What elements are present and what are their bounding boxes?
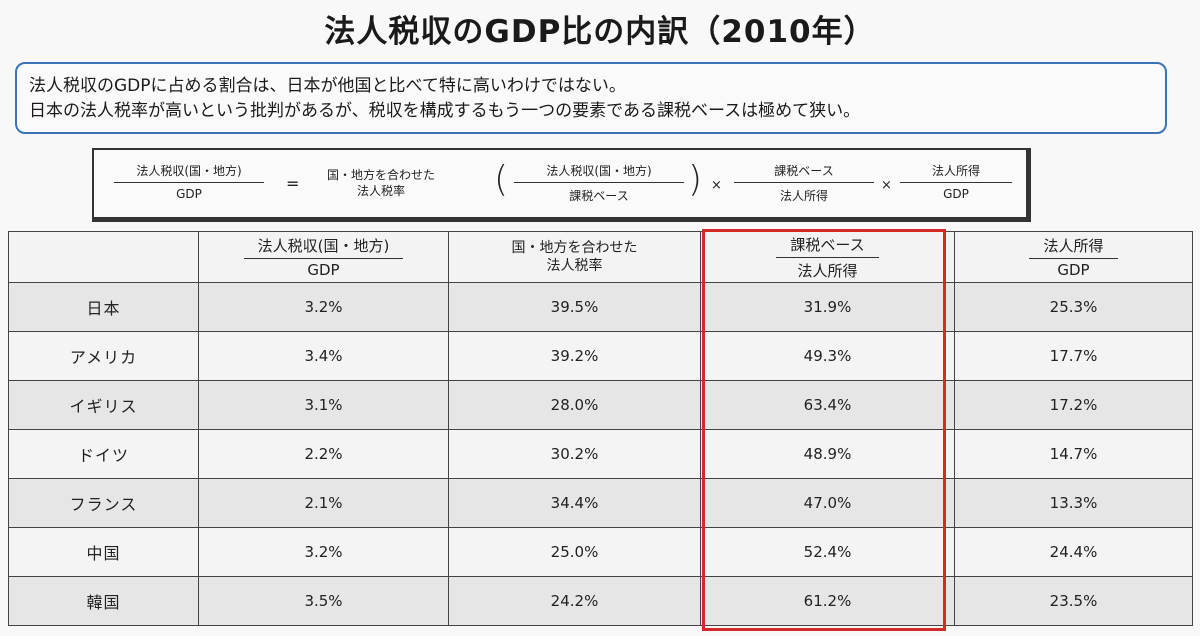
formula-f2-numerator: 課税ベース: [734, 162, 874, 183]
formula-rate-label: 国・地方を合わせた 法人税率: [316, 167, 446, 199]
formula-times-2: ×: [881, 178, 892, 193]
summary-box: 法人税収のGDPに占める割合は、日本が他国と比べて特に高いわけではない。 日本の…: [15, 62, 1167, 134]
header-3-denominator: 法人所得: [797, 261, 858, 280]
formula-rate-line-1: 国・地方を合わせた: [326, 168, 435, 182]
formula-rate-line-2: 法人税率: [356, 184, 405, 198]
tax-base-cell: 52.4%: [700, 527, 955, 577]
tax-rate-cell: 25.0%: [448, 527, 701, 577]
tax-base-cell: 31.9%: [700, 282, 955, 332]
formula-f2-denominator: 法人所得: [779, 189, 828, 203]
formula-paren-open: (: [494, 159, 509, 200]
tax-base-cell: 61.2%: [700, 576, 955, 626]
breakdown-table: 法人税収(国・地方) GDP 国・地方を合わせた 法人税率 課税ベース 法人所得…: [8, 231, 1193, 626]
formula-paren-close: ): [688, 159, 703, 200]
page-title: 法人税収のGDP比の内訳（2010年）: [324, 14, 876, 50]
table-row: 中国 3.2% 25.0% 52.4% 24.4%: [8, 527, 1193, 577]
header-2-line-1: 国・地方を合わせた: [511, 240, 638, 256]
table-header-row: 法人税収(国・地方) GDP 国・地方を合わせた 法人税率 課税ベース 法人所得…: [8, 231, 1193, 283]
tax-rate-cell: 30.2%: [448, 429, 701, 479]
income-gdp-cell: 25.3%: [954, 282, 1193, 332]
summary-line-1: 法人税収のGDPに占める割合は、日本が他国と比べて特に高いわけではない。: [29, 76, 626, 96]
formula-f1-numerator: 法人税収(国・地方): [514, 162, 684, 183]
header-corporate-income-gdp: 法人所得 GDP: [954, 231, 1193, 283]
tax-base-cell: 49.3%: [700, 331, 955, 381]
income-gdp-cell: 14.7%: [954, 429, 1193, 479]
country-cell: 韓国: [8, 576, 199, 626]
tax-revenue-gdp-cell: 3.1%: [198, 380, 449, 430]
table-row: ドイツ 2.2% 30.2% 48.9% 14.7%: [8, 429, 1193, 479]
country-cell: 日本: [8, 282, 199, 332]
summary-line-2: 日本の法人税率が高いという批判があるが、税収を構成するもう一つの要素である課税ベ…: [29, 101, 861, 121]
table-row: 日本 3.2% 39.5% 31.9% 25.3%: [8, 282, 1193, 332]
tax-revenue-gdp-cell: 3.4%: [198, 331, 449, 381]
tax-base-cell: 48.9%: [700, 429, 955, 479]
formula-lhs-fraction: 法人税収(国・地方) GDP: [114, 162, 264, 201]
tax-rate-cell: 28.0%: [448, 380, 701, 430]
table-row: 韓国 3.5% 24.2% 61.2% 23.5%: [8, 576, 1193, 626]
formula-lhs-numerator: 法人税収(国・地方): [114, 162, 264, 183]
header-4-numerator: 法人所得: [1029, 235, 1118, 259]
formula-f3-denominator: GDP: [943, 187, 969, 201]
header-country-cell: [8, 231, 199, 283]
formula-f1-denominator: 課税ベース: [569, 189, 629, 203]
tax-revenue-gdp-cell: 3.2%: [198, 282, 449, 332]
country-cell: イギリス: [8, 380, 199, 430]
tax-revenue-gdp-cell: 3.2%: [198, 527, 449, 577]
country-cell: ドイツ: [8, 429, 199, 479]
income-gdp-cell: 17.2%: [954, 380, 1193, 430]
country-cell: アメリカ: [8, 331, 199, 381]
header-3-numerator: 課税ベース: [776, 234, 879, 258]
header-1-numerator: 法人税収(国・地方): [243, 235, 404, 259]
formula-times-1: ×: [711, 178, 722, 193]
tax-rate-cell: 39.2%: [448, 331, 701, 381]
formula-fraction-1: 法人税収(国・地方) 課税ベース: [514, 162, 684, 204]
header-tax-revenue-gdp: 法人税収(国・地方) GDP: [198, 231, 449, 283]
income-gdp-cell: 17.7%: [954, 331, 1193, 381]
formula-f3-numerator: 法人所得: [900, 162, 1012, 183]
income-gdp-cell: 23.5%: [954, 576, 1193, 626]
tax-rate-cell: 34.4%: [448, 478, 701, 528]
formula-equals: =: [286, 174, 300, 193]
tax-revenue-gdp-cell: 2.1%: [198, 478, 449, 528]
table-row: フランス 2.1% 34.4% 47.0% 13.3%: [8, 478, 1193, 528]
header-combined-tax-rate: 国・地方を合わせた 法人税率: [448, 231, 701, 283]
table-row: アメリカ 3.4% 39.2% 49.3% 17.7%: [8, 331, 1193, 381]
tax-base-cell: 63.4%: [700, 380, 955, 430]
header-tax-base-ratio: 課税ベース 法人所得: [700, 231, 955, 283]
country-cell: 中国: [8, 527, 199, 577]
tax-revenue-gdp-cell: 3.5%: [198, 576, 449, 626]
header-1-denominator: GDP: [307, 261, 340, 279]
tax-revenue-gdp-cell: 2.2%: [198, 429, 449, 479]
income-gdp-cell: 13.3%: [954, 478, 1193, 528]
formula-lhs-denominator: GDP: [176, 187, 202, 201]
header-4-denominator: GDP: [1057, 261, 1090, 279]
header-2-line-2: 法人税率: [546, 258, 603, 274]
tax-base-cell: 47.0%: [700, 478, 955, 528]
income-gdp-cell: 24.4%: [954, 527, 1193, 577]
tax-rate-cell: 39.5%: [448, 282, 701, 332]
table-row: イギリス 3.1% 28.0% 63.4% 17.2%: [8, 380, 1193, 430]
formula-fraction-2: 課税ベース 法人所得: [734, 162, 874, 204]
tax-rate-cell: 24.2%: [448, 576, 701, 626]
formula-fraction-3: 法人所得 GDP: [900, 162, 1012, 201]
formula-box: 法人税収(国・地方) GDP = 国・地方を合わせた 法人税率 ( 法人税収(国…: [92, 148, 1031, 222]
country-cell: フランス: [8, 478, 199, 528]
